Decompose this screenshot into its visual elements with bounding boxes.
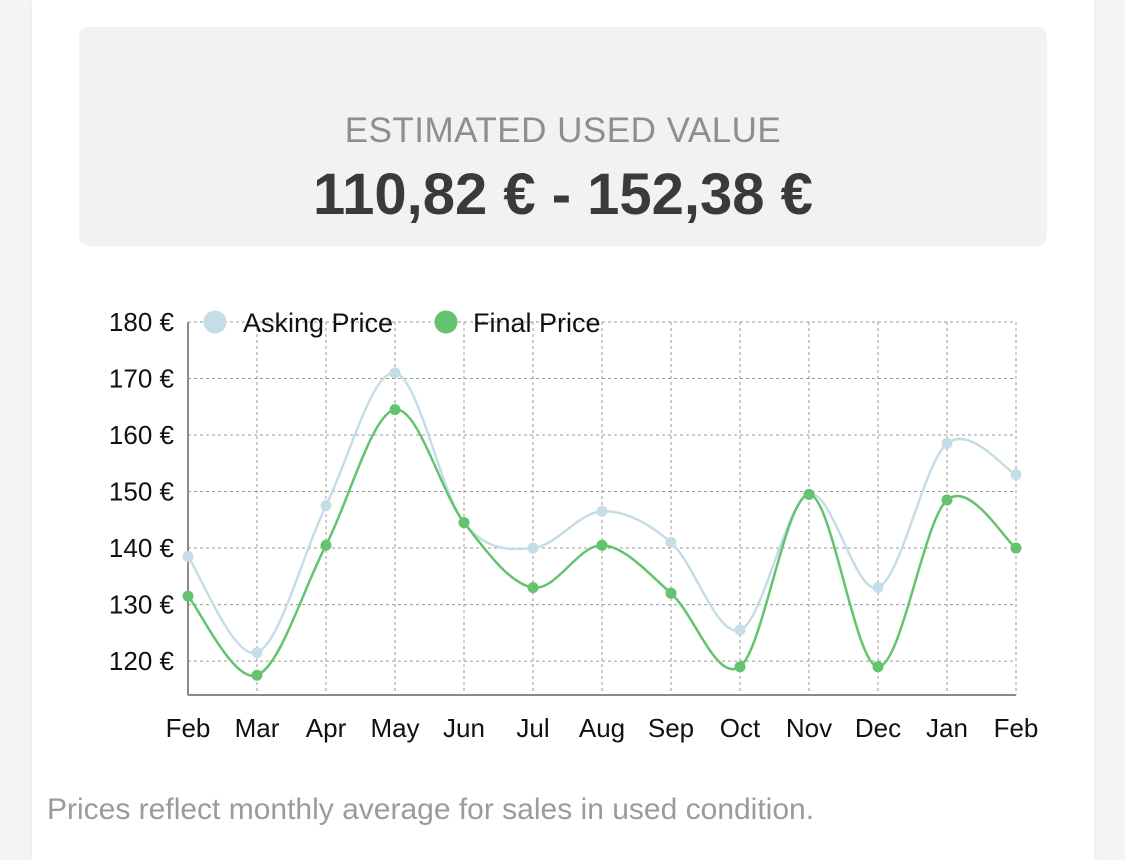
estimated-value-box: ESTIMATED USED VALUE 110,82 € - 152,38 € (79, 27, 1047, 246)
y-tick-label: 180 € (109, 307, 175, 337)
final-price-legend-label: Final Price (473, 308, 601, 338)
asking-price-point (182, 551, 194, 563)
x-tick-label: Jul (516, 713, 549, 743)
chart-legend: Asking Price Final Price (203, 308, 601, 338)
chart-axes: 120 € 130 € 140 € 150 € 160 € 170 € 180 € Feb Ma… (109, 307, 1038, 743)
x-tick-label: Jan (926, 713, 968, 743)
chart-series (182, 367, 1022, 681)
final-price-point (734, 661, 746, 673)
asking-price-point (665, 536, 677, 548)
final-price-point (458, 517, 470, 529)
x-tick-label: May (370, 713, 419, 743)
x-tick-label: Oct (720, 713, 761, 743)
final-price-point (596, 539, 608, 551)
x-tick-label: Apr (306, 713, 347, 743)
x-tick-label: Feb (166, 713, 211, 743)
final-price-point (251, 669, 263, 681)
asking-price-point (527, 542, 539, 554)
x-tick-label: Dec (855, 713, 901, 743)
final-price-legend-marker (434, 310, 458, 334)
y-tick-label: 160 € (109, 420, 175, 450)
final-price-point (182, 590, 194, 602)
x-tick-label: Aug (579, 713, 625, 743)
x-tick-label: Nov (786, 713, 832, 743)
price-card: ESTIMATED USED VALUE 110,82 € - 152,38 € (32, 0, 1094, 860)
asking-price-legend-label: Asking Price (243, 308, 393, 338)
final-price-point (872, 661, 884, 673)
y-tick-label: 120 € (109, 646, 175, 676)
final-price-point (320, 539, 332, 551)
asking-price-point (1010, 469, 1022, 481)
y-tick-label: 140 € (109, 533, 175, 563)
y-tick-label: 170 € (109, 364, 175, 394)
final-price-point (389, 404, 401, 416)
x-tick-label: Sep (648, 713, 694, 743)
final-price-point (1010, 542, 1022, 554)
asking-price-point (320, 500, 332, 512)
asking-price-point (251, 647, 263, 659)
y-tick-label: 150 € (109, 477, 175, 507)
final-price-point (665, 587, 677, 599)
x-tick-label: Feb (994, 713, 1039, 743)
estimated-value-label: ESTIMATED USED VALUE (344, 111, 782, 150)
estimated-value-range: 110,82 € - 152,38 € (313, 162, 813, 227)
asking-price-legend-marker (203, 310, 227, 334)
x-tick-label: Mar (235, 713, 280, 743)
asking-price-point (389, 367, 401, 379)
asking-price-point (941, 438, 953, 450)
final-price-point (803, 488, 815, 500)
y-tick-label: 130 € (109, 590, 175, 620)
price-history-chart: 120 € 130 € 140 € 150 € 160 € 170 € 180 € Feb Ma… (109, 307, 1038, 743)
x-tick-label: Jun (443, 713, 485, 743)
asking-price-point (872, 582, 884, 594)
chart-footnote: Prices reflect monthly average for sales… (47, 793, 815, 826)
asking-price-point (596, 505, 608, 517)
final-price-point (941, 494, 953, 506)
final-price-point (527, 582, 539, 594)
asking-price-point (734, 624, 746, 636)
